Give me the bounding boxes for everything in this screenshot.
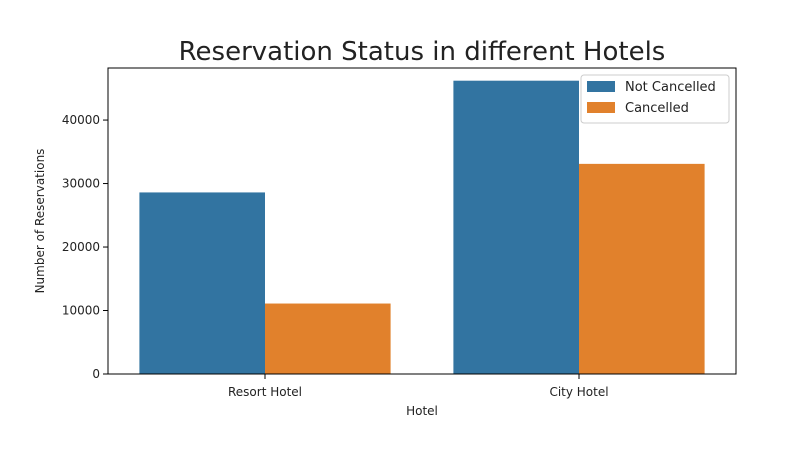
y-tick-label: 40000 (62, 113, 100, 127)
legend-label: Not Cancelled (625, 80, 716, 95)
x-axis-label: Hotel (406, 404, 438, 418)
plot-area-frame (107, 67, 737, 375)
bar-cancelled-resort-hotel (265, 303, 391, 374)
x-axis: Resort Hotel City Hotel (228, 374, 609, 399)
legend-swatch (587, 81, 615, 92)
y-axis-label: Number of Reservations (33, 149, 47, 294)
bar-cancelled-city-hotel (579, 163, 705, 374)
legend-label: Cancelled (625, 101, 689, 116)
legend-frame (580, 74, 730, 124)
x-tick-label: City Hotel (549, 385, 608, 399)
y-axis: 0 10000 20000 30000 40000 (62, 113, 108, 381)
y-tick-label: 20000 (62, 240, 100, 254)
bars-layer (139, 80, 705, 375)
y-tick-label: 10000 (62, 304, 100, 318)
x-tick-label: Resort Hotel (228, 385, 302, 399)
bar-not-cancelled-city-hotel (453, 80, 579, 375)
legend-swatch (587, 102, 615, 113)
y-tick-label: 30000 (62, 177, 100, 191)
y-tick-label: 0 (92, 367, 100, 381)
legend: Not Cancelled Cancelled (580, 74, 730, 124)
bar-not-cancelled-resort-hotel (139, 192, 265, 374)
chart-title: Reservation Status in different Hotels (179, 37, 666, 67)
